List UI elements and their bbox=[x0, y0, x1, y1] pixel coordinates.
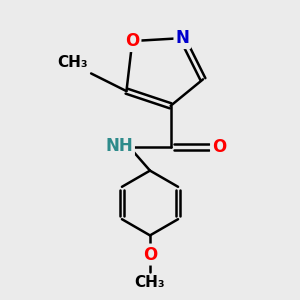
Text: O: O bbox=[212, 138, 226, 156]
Text: O: O bbox=[125, 32, 140, 50]
Text: N: N bbox=[176, 29, 189, 47]
Text: O: O bbox=[143, 245, 157, 263]
Text: CH₃: CH₃ bbox=[135, 275, 165, 290]
Text: CH₃: CH₃ bbox=[58, 56, 88, 70]
Text: NH: NH bbox=[105, 136, 133, 154]
